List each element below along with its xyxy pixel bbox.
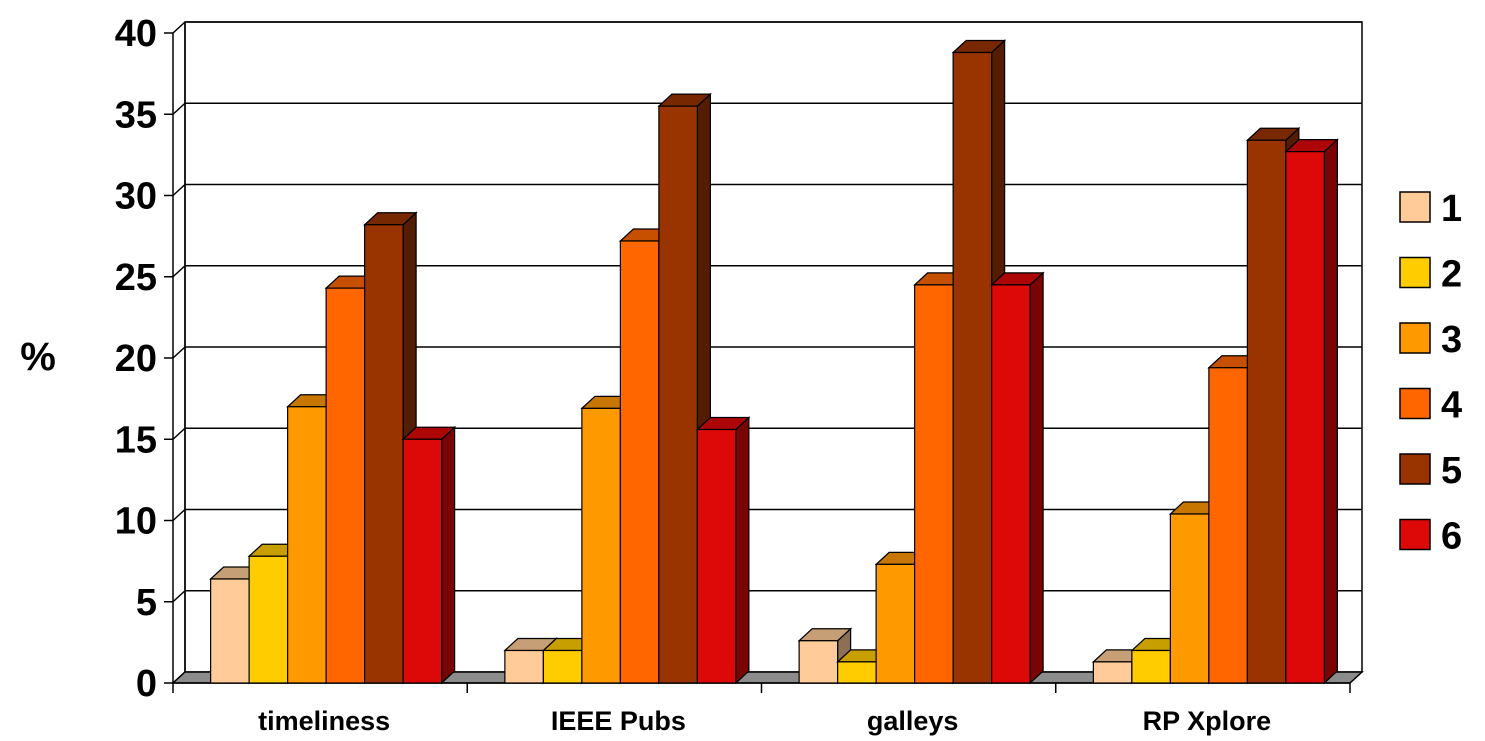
legend-swatch	[1399, 191, 1431, 223]
gridline-depth	[172, 265, 186, 278]
legend-item-3: 3	[1399, 319, 1462, 361]
bar-6-ieee-pubs	[695, 416, 751, 685]
legend-swatch	[1399, 387, 1431, 420]
bars	[209, 39, 1339, 685]
legend-item-1: 1	[1399, 188, 1462, 230]
y-tick-label: 5	[136, 582, 157, 624]
legend-item-5: 5	[1399, 450, 1462, 492]
y-tick-label: 0	[136, 663, 157, 705]
y-tick-label: 30	[115, 176, 157, 218]
y-axis-title: %	[20, 335, 56, 379]
y-tick-label: 25	[115, 257, 157, 299]
legend-label: 4	[1441, 385, 1462, 427]
legend-label: 3	[1441, 319, 1462, 361]
legend-label: 5	[1441, 450, 1462, 492]
x-category-labels: timeliness IEEE Pubs galleys RP Xplore	[258, 706, 1271, 736]
gridline-depth	[172, 590, 186, 603]
legend-swatch	[1399, 256, 1431, 289]
bar-6-timeliness	[401, 425, 457, 685]
legend-swatch	[1399, 322, 1431, 354]
y-tick-label: 40	[115, 13, 157, 55]
y-tick-labels: 0 5 10 15 20 25 30 35 40	[115, 13, 157, 705]
legend-item-4: 4	[1399, 385, 1462, 427]
legend-label: 2	[1441, 254, 1462, 296]
x-category-label: galleys	[867, 706, 959, 736]
legend-swatch	[1399, 453, 1431, 485]
y-tick-label: 10	[115, 501, 157, 543]
gridline-depth	[172, 508, 186, 522]
gridline-depth	[172, 427, 186, 440]
bar-6-galleys	[990, 271, 1045, 685]
gridline-depth	[172, 102, 186, 115]
legend: 1 2 3 4 5 6	[1399, 188, 1462, 558]
x-category-label: timeliness	[258, 706, 390, 736]
legend-label: 1	[1441, 188, 1462, 230]
gridline-depth	[172, 183, 186, 197]
gridline-depth	[172, 21, 186, 34]
legend-swatch	[1399, 518, 1431, 551]
legend-item-2: 2	[1399, 254, 1462, 296]
y-tick-label: 35	[115, 94, 157, 136]
y-tick-label: 15	[115, 419, 157, 461]
x-category-label: RP Xplore	[1143, 706, 1272, 736]
y-tick-label: 20	[115, 338, 157, 380]
legend-label: 6	[1441, 516, 1462, 558]
bar-6-rp-xplore	[1284, 138, 1339, 685]
bar-5-ieee-pubs	[657, 92, 712, 685]
legend-item-6: 6	[1399, 516, 1462, 558]
gridline-depth	[172, 346, 186, 359]
x-category-label: IEEE Pubs	[551, 706, 686, 736]
